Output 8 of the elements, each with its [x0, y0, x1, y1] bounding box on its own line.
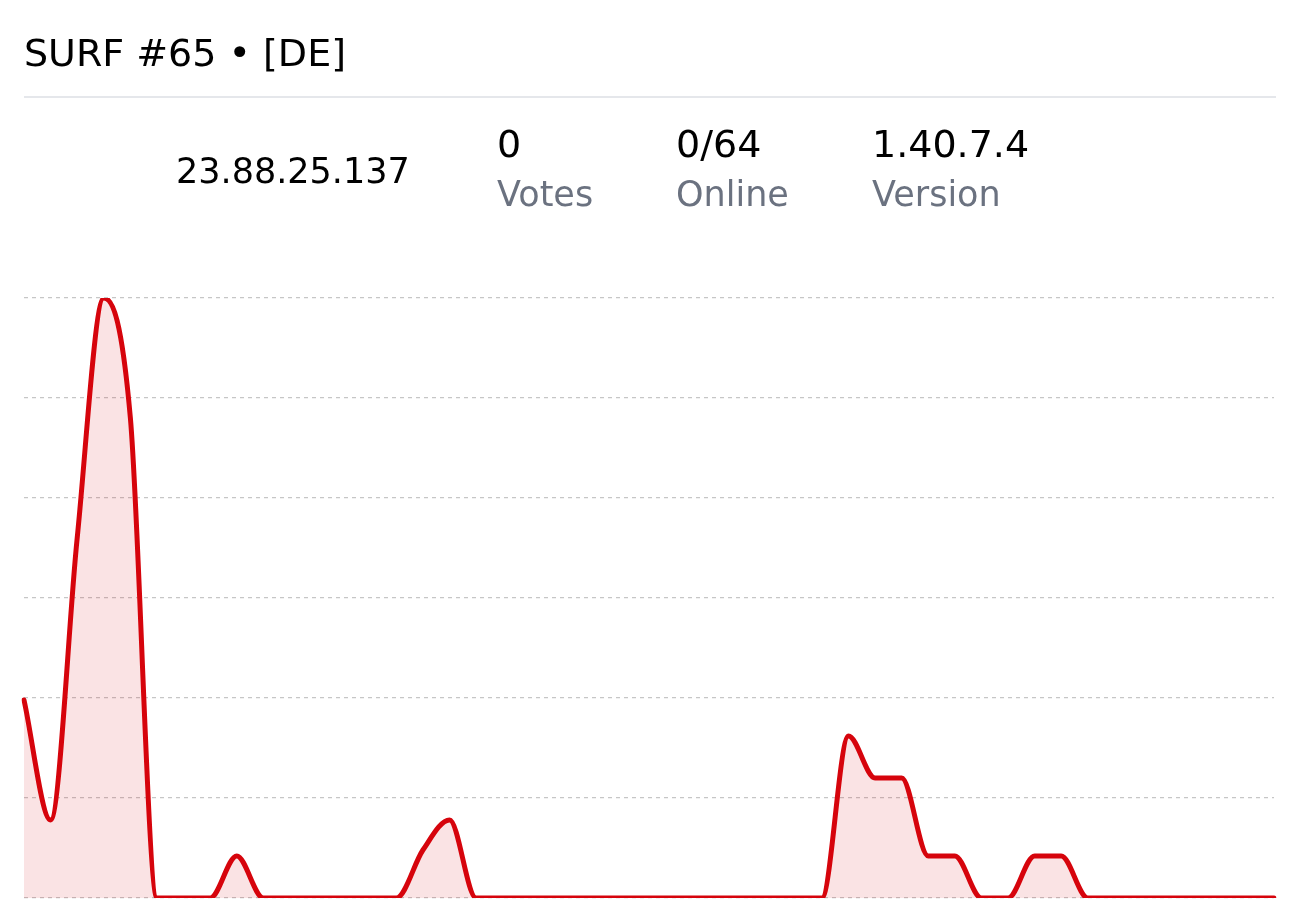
- text: 1.40.7.4: [872, 122, 1030, 167]
- text: Votes: [497, 174, 594, 215]
- text: 23.88.25.137: [176, 151, 410, 192]
- chart-title: SURF #65 • [DE]: [24, 31, 346, 76]
- text: Version: [872, 174, 1002, 215]
- text: Online: [676, 174, 789, 215]
- text: 0/64: [676, 122, 763, 167]
- text: 0: [497, 122, 523, 167]
